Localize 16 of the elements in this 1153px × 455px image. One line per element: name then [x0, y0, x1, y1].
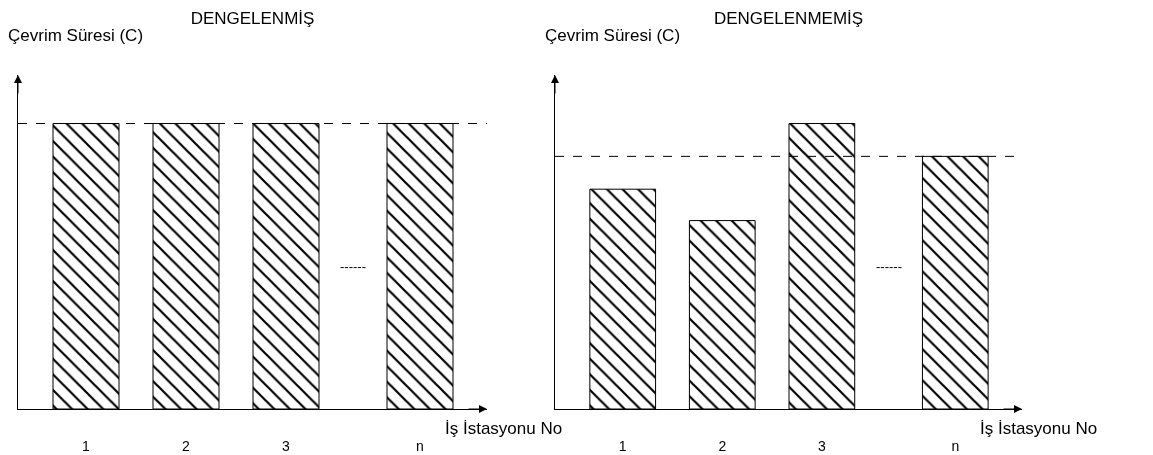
annotation: ------ — [876, 259, 902, 274]
chart-title: DENGELENMEMİŞ — [713, 8, 864, 28]
x-tick-label: n — [951, 437, 960, 454]
x-axis-title: İş İstasyonu No — [445, 419, 563, 438]
annotation: ------ — [340, 259, 366, 274]
y-axis-title: Çevrim Süresi (C) — [545, 26, 681, 45]
x-tick-label: 2 — [182, 437, 191, 454]
y-axis-title: Çevrim Süresi (C) — [8, 26, 144, 45]
x-axis-title: İş İstasyonu No — [980, 419, 1098, 438]
chart-title: DENGELENMİŞ — [190, 8, 315, 28]
x-tick-label: 1 — [82, 437, 91, 454]
x-tick-label: 1 — [618, 437, 627, 454]
x-tick-label: n — [416, 437, 424, 454]
x-tick-label: 3 — [282, 437, 291, 454]
x-tick-label: 2 — [718, 437, 727, 454]
x-tick-label: 3 — [817, 437, 826, 454]
